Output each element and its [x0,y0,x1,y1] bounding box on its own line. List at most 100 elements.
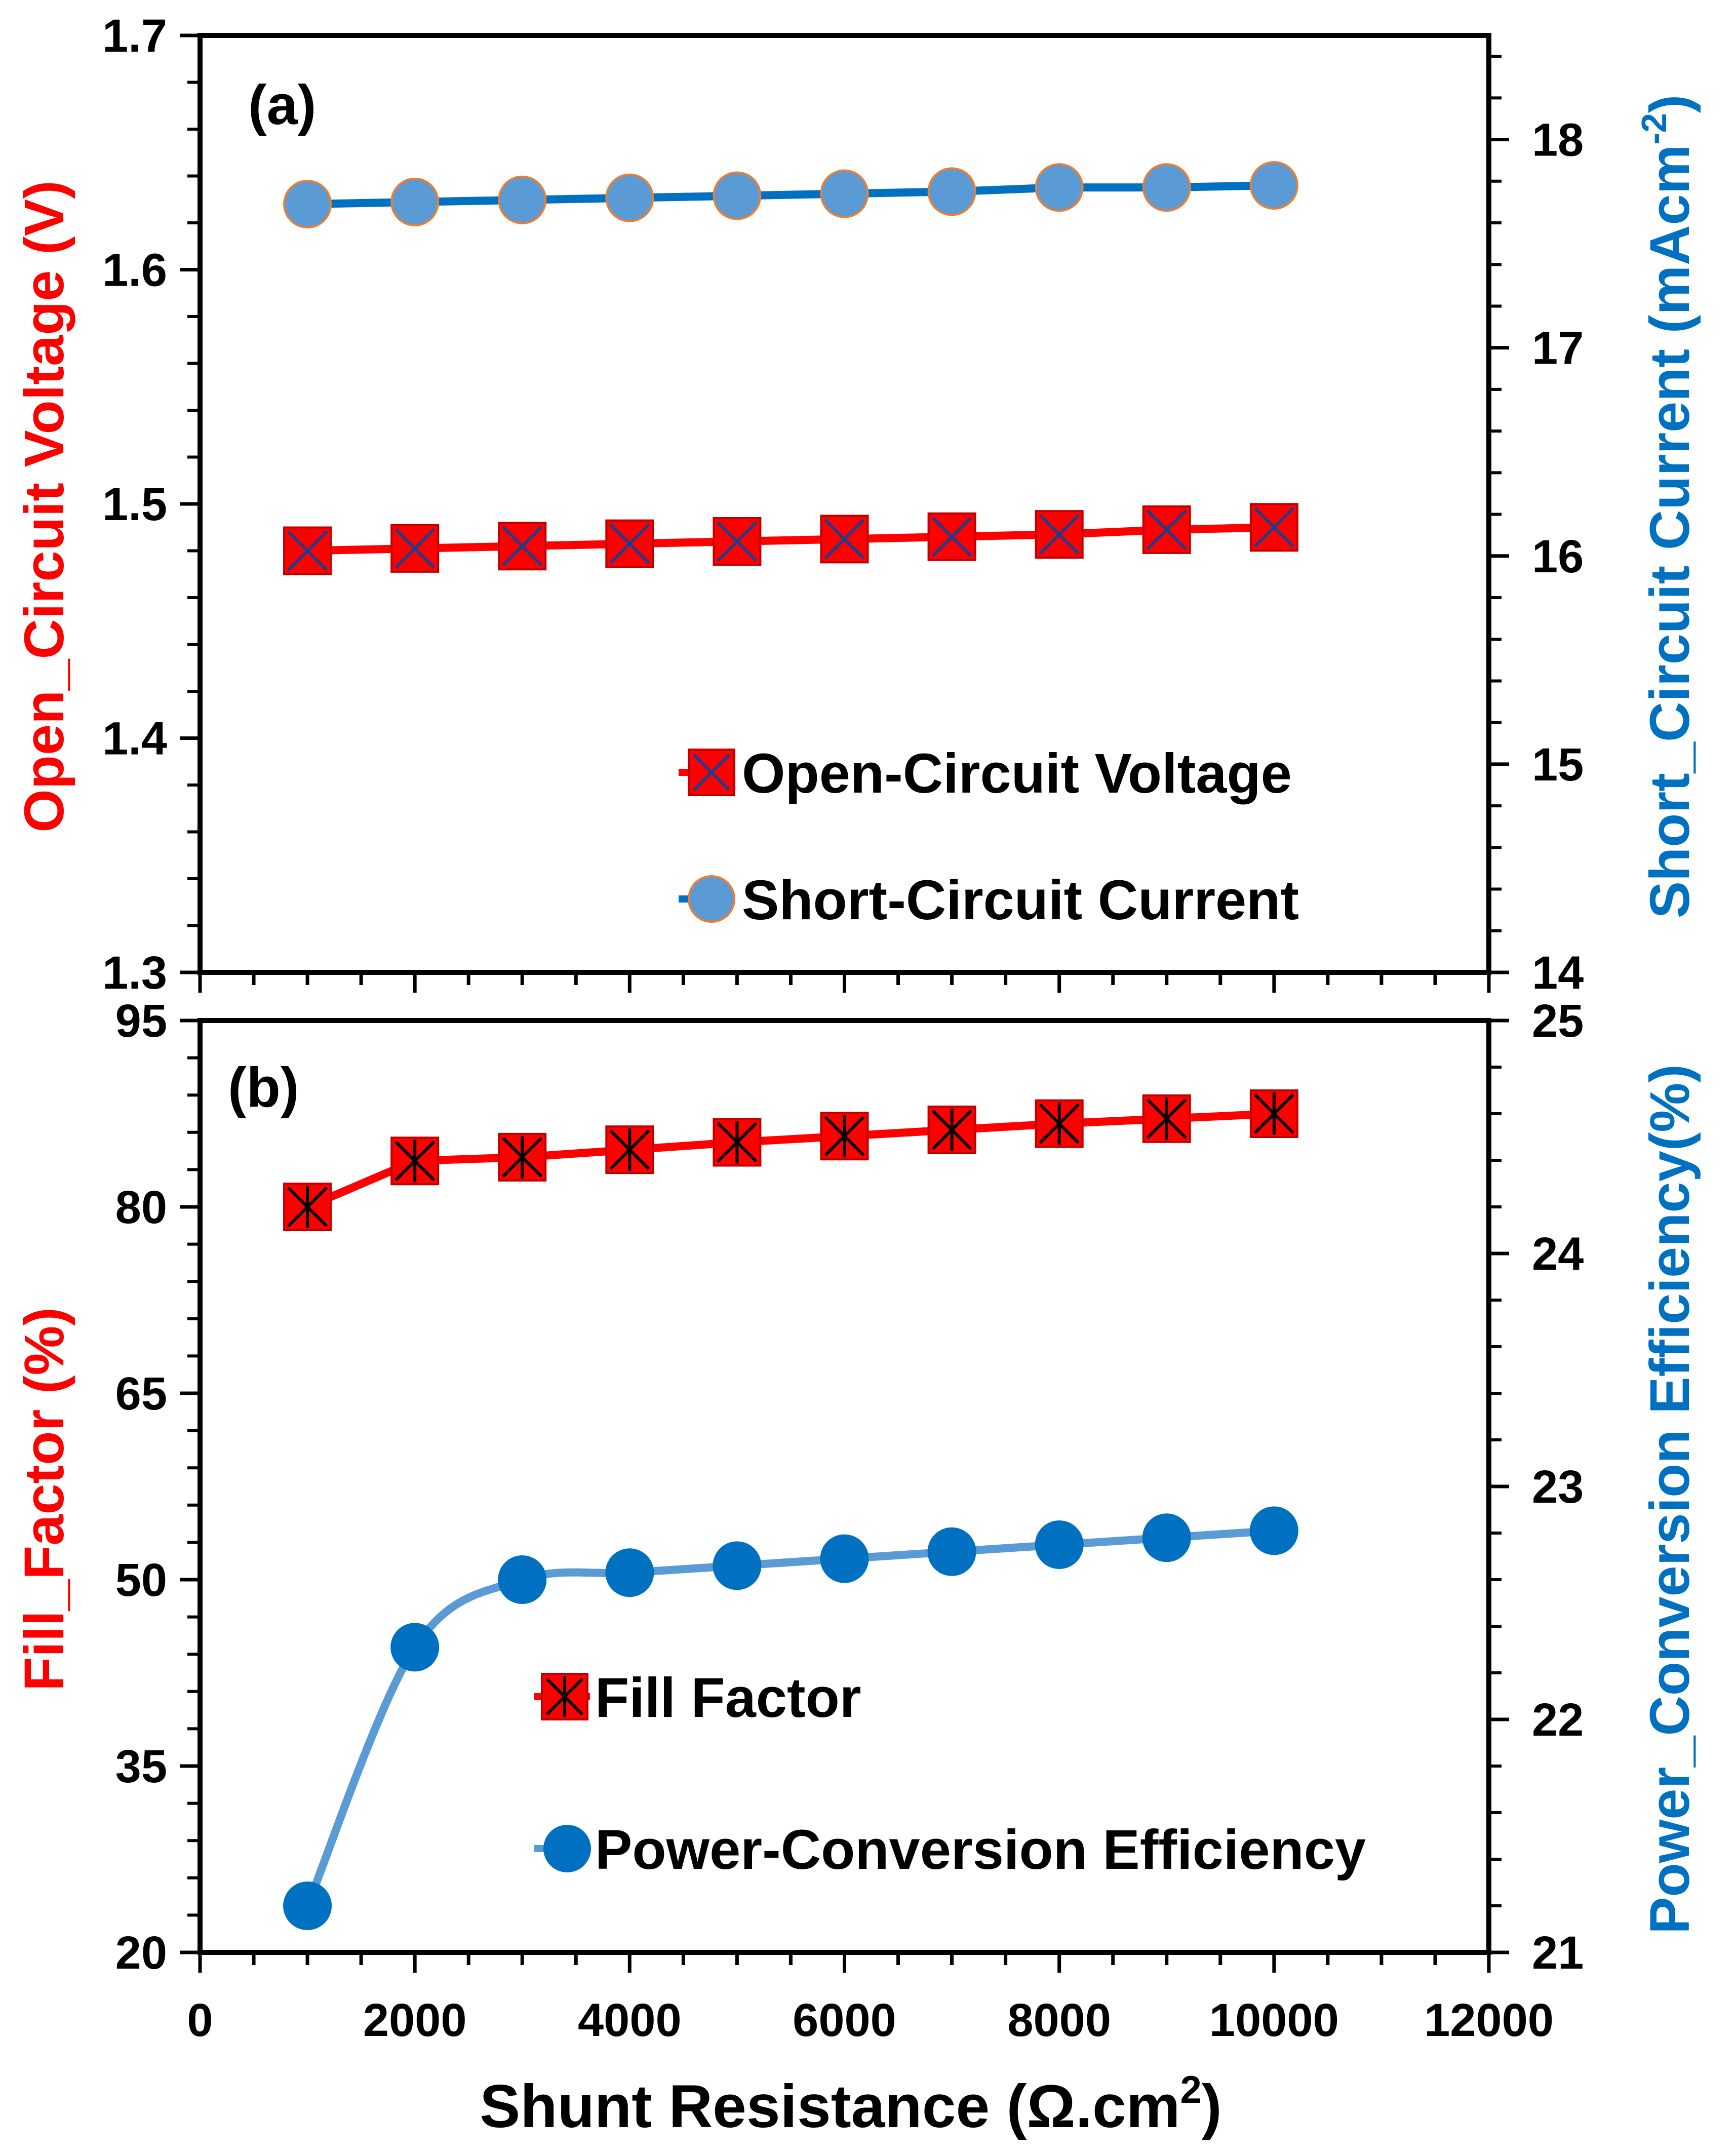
y2-tick-label: 17 [1532,323,1584,374]
y2-title-a-main: Short_Circuit Current (mAcm [1639,144,1701,918]
legend-b-ff-label: Fill Factor [595,1667,861,1729]
data-point-a-1 [1249,161,1298,210]
data-point-a-1 [927,167,976,216]
y-tick-label: 1.7 [102,10,167,62]
x-tick-label: 8000 [1007,1994,1111,2046]
data-point-a-1 [713,171,762,220]
x-title-main: Shunt Resistance (Ω.cm [480,2072,1180,2140]
y2-title-a-end: ) [1639,95,1701,113]
series-lines-b [303,1110,1275,1908]
series-line-a-1 [307,181,1274,208]
legend-b: Fill Factor Power-Conversion Efficiency [534,1667,1366,1881]
data-point-b-1 [498,1555,547,1604]
marker-cross-a [1039,514,1080,555]
data-point-b-1 [283,1882,332,1930]
marker-cross-a [931,516,972,557]
x-tick-label: 10000 [1209,1994,1339,2046]
y-tick-label: 80 [115,1182,167,1233]
legend-a-jsc-label: Short-Circuit Current [742,869,1299,931]
y2-tick-label: 21 [1532,1927,1584,1979]
data-point-b-1 [1249,1506,1298,1555]
x-tick-label: 0 [187,1994,213,2046]
right-tick-labels-a: 14 15 16 17 18 [1532,114,1584,999]
series-lines-a [307,181,1274,555]
legend-b-pce-label: Power-Conversion Efficiency [595,1819,1366,1881]
legend-b-ff: Fill Factor [534,1667,861,1729]
data-point-b-1 [820,1534,869,1583]
y-tick-label: 20 [115,1927,167,1979]
y-tick-label: 1.6 [102,245,167,296]
marker-cross-a [502,526,543,567]
x-tick-label: 2000 [363,1994,467,2046]
y-tick-label: 65 [115,1368,167,1420]
series-markers-a [283,161,1298,575]
y-axis-title-b: Fill_Factor (%) [13,1307,75,1691]
data-point-a-1 [283,180,332,228]
legend-a: Open-Circuit Voltage Short-Circuit Curre… [679,742,1299,931]
marker-cross-a [717,521,758,562]
y2-tick-label: 14 [1532,947,1584,999]
y2-tick-label: 16 [1532,531,1584,582]
y2-axis-title-b: Power_Conversion Efficiency(%) [1639,1064,1701,1934]
data-point-b-1 [605,1548,654,1597]
series-line-a-0 [307,523,1274,555]
y2-tick-label: 15 [1532,739,1584,791]
panel-label-b: (b) [228,1056,299,1119]
x-tick-label: 6000 [793,1994,896,2046]
data-point-a-1 [1142,163,1191,212]
data-point-a-1 [498,175,547,224]
y-tick-label: 1.4 [102,713,167,765]
legend-a-jsc: Short-Circuit Current [679,869,1299,931]
data-point-b-1 [713,1541,762,1590]
ticks-b [180,1018,1509,1973]
y-tick-label: 35 [115,1741,167,1792]
legend-a-jsc-marker [688,875,735,923]
data-point-b-1 [927,1527,976,1576]
series-markers-b [283,1089,1298,1930]
data-point-b-1 [390,1623,440,1672]
y-tick-label: 1.5 [102,479,167,530]
y-tick-label: 1.3 [102,947,167,999]
ticks-a [180,33,1509,993]
x-title-end: ) [1202,2072,1222,2140]
y2-tick-label: 23 [1532,1461,1584,1513]
panel-a: 1.3 1.4 1.5 1.6 1.7 14 15 16 17 18 (a) Open_Circ… [13,10,1701,999]
data-point-b-1 [1142,1513,1191,1562]
marker-cross-a [1146,509,1187,550]
marker-cross-a [1253,507,1294,548]
y-tick-label: 95 [115,995,167,1047]
legend-a-voc: Open-Circuit Voltage [679,742,1292,805]
y2-tick-label: 24 [1532,1228,1584,1280]
y2-tick-label: 22 [1532,1694,1584,1746]
legend-b-pce: Power-Conversion Efficiency [534,1819,1366,1881]
y2-tick-label: 18 [1532,114,1584,166]
x-title-sup: 2 [1180,2068,1201,2111]
x-tick-label: 4000 [578,1994,682,2046]
x-tick-labels-b: 0 2000 4000 6000 8000 10000 12000 [187,1994,1554,2046]
left-tick-labels-a: 1.3 1.4 1.5 1.6 1.7 [102,10,167,999]
y-axis-title-a: Open_Circuit Voltage (V) [13,180,75,833]
left-tick-labels-b: 20 35 50 65 80 95 [115,995,167,1979]
panel-label-a: (a) [248,74,316,136]
marker-cross-a [394,528,436,569]
panel-b: 20 35 50 65 80 95 21 22 23 24 25 0 2000 4000 6000 800… [13,995,1701,2140]
right-tick-labels-b: 21 22 23 24 25 [1532,995,1584,1979]
legend-a-voc-x2 [692,753,731,792]
legend-b-pce-marker [543,1825,591,1872]
marker-cross-a [824,519,865,560]
legend-a-voc-label: Open-Circuit Voltage [742,742,1292,805]
y-tick-label: 50 [115,1554,167,1606]
y2-tick-label: 25 [1532,995,1584,1047]
data-point-a-1 [605,173,654,222]
marker-cross-a [609,523,650,564]
y2-title-a-sup: -2 [1634,113,1674,144]
data-point-a-1 [820,169,869,218]
series-line-b-0 [305,1110,1275,1211]
y2-axis-title-a: Short_Circuit Current (mAcm-2) [1634,95,1701,919]
data-point-a-1 [390,177,440,226]
x-axis-title: Shunt Resistance (Ω.cm2) [480,2068,1221,2140]
marker-cross-a [287,530,328,571]
x-tick-label: 12000 [1424,1994,1554,2046]
data-point-a-1 [1035,163,1084,212]
